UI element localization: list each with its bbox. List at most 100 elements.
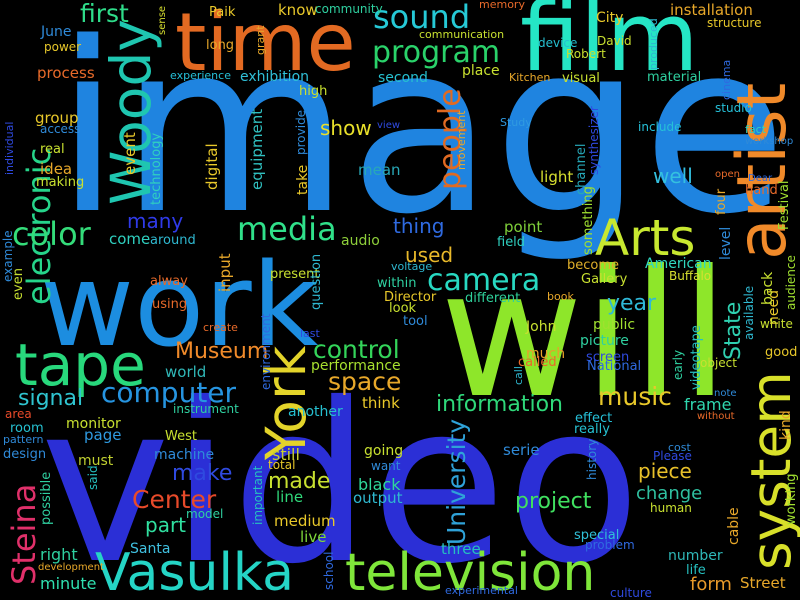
cloud-word: early [671,350,685,380]
cloud-word: question [309,254,324,310]
cloud-word: area [5,407,32,421]
cloud-word: channel [574,144,589,195]
cloud-word: without [697,411,735,422]
cloud-word: another [288,404,343,420]
cloud-word: image [55,0,787,266]
cloud-word: artist [723,83,800,260]
cloud-word: place [462,63,500,79]
cloud-word: communication [419,28,504,41]
cloud-word: space [328,367,401,396]
cloud-word: screen [586,350,629,365]
cloud-word: three [441,540,481,558]
cloud-word: first [80,0,129,28]
cloud-word: fact [745,123,767,136]
cloud-word: output [353,489,403,507]
cloud-word: last [300,327,321,340]
cloud-word: idea [40,160,72,178]
cloud-word: school [322,552,336,590]
cloud-word: around [150,233,196,248]
cloud-word: digital [203,143,221,190]
cloud-word: John [525,319,556,335]
cloud-word: alway [150,274,188,289]
cloud-word: computer [101,376,237,409]
cloud-word: power [44,40,81,54]
cloud-word: experimental [445,584,518,597]
cloud-word: book [547,290,574,303]
cloud-word: using [152,297,187,312]
cloud-word: white [760,317,793,331]
cloud-word: monitor [66,416,121,432]
cloud-word: Please [653,449,692,463]
cloud-word: long [206,38,234,53]
cloud-word: individual [3,122,16,175]
cloud-word: much [526,346,565,362]
cloud-word: produced [647,18,660,70]
cloud-word: open [715,169,740,180]
cloud-word: many [127,209,183,233]
cloud-word: synthesizer [587,106,601,175]
cloud-word: June [40,24,72,40]
cloud-word: voltage [391,260,432,273]
cloud-word: room [10,421,44,436]
cloud-word: minute [40,574,96,593]
cloud-word: object [700,356,737,370]
cloud-word: form [690,574,732,595]
cloud-word: development [38,562,104,573]
cloud-word: project [515,489,592,514]
cloud-word: instrument [173,402,239,416]
cloud-word: back [760,271,776,305]
cloud-word: really [574,422,610,437]
cloud-word: audience [784,255,798,310]
cloud-word: history [585,439,599,480]
cloud-word: possible [39,472,54,525]
cloud-word: piece [638,459,692,483]
cloud-word: within [377,276,416,291]
cloud-word: Robert [566,47,606,61]
cloud-word: David [597,34,632,48]
cloud-word: thing [393,214,444,238]
cloud-word: medium [274,512,336,530]
cloud-word: memory [479,0,525,11]
cloud-word: television [345,543,595,600]
cloud-word: electronic [20,148,58,305]
cloud-word: design [3,447,46,462]
cloud-word: film [520,0,699,93]
cloud-word: Buffalo [669,269,711,283]
cloud-word: black [358,475,401,494]
cloud-word: University [442,419,471,545]
cloud-word: Woody [99,19,163,205]
cloud-word: level [718,227,734,260]
cloud-word: experience [170,69,231,82]
cloud-word: structure [707,16,761,30]
cloud-word: control [313,335,400,364]
cloud-word: note [714,388,737,399]
cloud-word: field [497,235,525,250]
cloud-word: think [362,394,400,412]
cloud-word: come [109,230,150,248]
cloud-word: show [320,116,372,140]
cloud-word: people [433,88,468,190]
cloud-word: installation [670,1,753,19]
cloud-word: Director [384,290,437,305]
cloud-word: Gallery [581,272,628,287]
cloud-word: called [518,355,557,370]
cloud-word: event [121,132,139,175]
cloud-word: time [175,0,356,89]
cloud-word: community [315,2,383,16]
cloud-word: group [35,109,79,127]
cloud-word: device [538,36,577,50]
cloud-word: must [78,453,114,469]
cloud-word: call [512,366,525,385]
cloud-word: City [596,10,623,26]
cloud-word: used [405,243,453,267]
cloud-word: need [766,290,782,325]
cloud-word: Paik [209,5,236,20]
cloud-word: light [540,168,573,186]
cloud-word: part [145,513,186,537]
cloud-word: media [237,210,337,248]
cloud-word: good [765,345,797,360]
cloud-word: example [1,230,15,282]
cloud-word: grant [254,25,267,55]
